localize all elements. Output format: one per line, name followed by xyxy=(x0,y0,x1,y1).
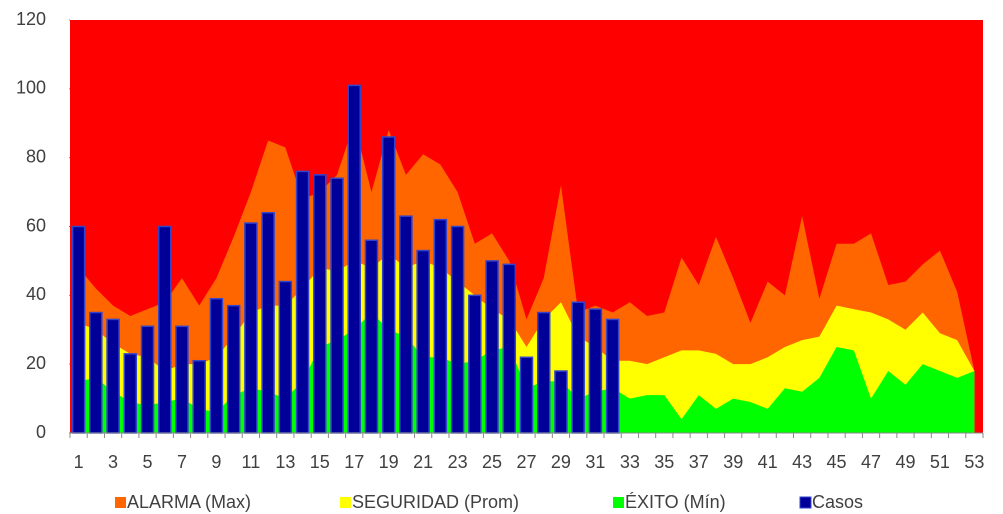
x-tick-label: 11 xyxy=(242,452,261,472)
bar xyxy=(157,225,172,434)
x-tick-label: 15 xyxy=(310,452,330,472)
bar xyxy=(175,325,189,434)
legend-label: SEGURIDAD (Prom) xyxy=(352,492,519,512)
bar xyxy=(347,84,361,434)
legend-label: ALARMA (Max) xyxy=(127,492,251,512)
bar xyxy=(605,318,620,434)
x-tick-label: 17 xyxy=(344,452,364,472)
x-tick-label: 1 xyxy=(74,452,84,472)
bar xyxy=(468,294,482,434)
bar xyxy=(313,174,327,434)
bar xyxy=(364,239,379,434)
x-tick-label: 39 xyxy=(723,452,743,472)
x-tick-label: 47 xyxy=(861,452,881,472)
legend-swatch xyxy=(340,497,351,508)
bar xyxy=(519,356,534,434)
x-tick-label: 5 xyxy=(143,452,153,472)
y-tick-label: 80 xyxy=(26,146,46,166)
bar xyxy=(106,318,120,434)
y-tick-label: 60 xyxy=(26,215,46,235)
x-tick-label: 27 xyxy=(516,452,536,472)
x-tick-label: 35 xyxy=(654,452,674,472)
bar xyxy=(71,225,86,434)
x-tick-label: 45 xyxy=(827,452,847,472)
bar xyxy=(330,177,344,434)
bar xyxy=(416,249,430,434)
bar xyxy=(485,260,499,434)
x-tick-label: 25 xyxy=(482,452,502,472)
x-tick-label: 29 xyxy=(551,452,571,472)
x-tick-label: 31 xyxy=(585,452,605,472)
x-tick-label: 51 xyxy=(930,452,950,472)
x-tick-label: 13 xyxy=(275,452,295,472)
x-tick-label: 9 xyxy=(211,452,221,472)
x-tick-label: 21 xyxy=(413,452,433,472)
bar xyxy=(89,311,103,434)
x-tick-label: 49 xyxy=(895,452,915,472)
bar xyxy=(244,222,258,434)
legend-label: ÉXITO (Mín) xyxy=(625,492,726,512)
y-tick-label: 100 xyxy=(16,78,46,98)
bar xyxy=(209,298,224,434)
x-tick-label: 37 xyxy=(689,452,709,472)
bar xyxy=(226,304,241,434)
legend-swatch xyxy=(613,497,624,508)
legend-swatch xyxy=(115,497,126,508)
bar xyxy=(123,353,138,434)
bar xyxy=(502,263,517,434)
legend-swatch xyxy=(799,496,812,509)
bar xyxy=(588,308,603,434)
y-tick-label: 40 xyxy=(26,284,46,304)
bar xyxy=(554,370,568,434)
bar xyxy=(399,215,413,434)
y-tick-label: 20 xyxy=(26,353,46,373)
bar xyxy=(278,280,293,434)
bar xyxy=(571,301,585,434)
x-tick-label: 53 xyxy=(964,452,984,472)
bar xyxy=(381,136,396,434)
x-tick-label: 19 xyxy=(379,452,399,472)
x-tick-label: 7 xyxy=(177,452,187,472)
x-tick-label: 43 xyxy=(792,452,812,472)
x-tick-label: 41 xyxy=(758,452,778,472)
x-tick-label: 3 xyxy=(108,452,118,472)
bar xyxy=(295,170,310,434)
y-tick-label: 0 xyxy=(36,422,46,442)
x-tick-label: 23 xyxy=(448,452,468,472)
bar xyxy=(261,211,275,434)
bar xyxy=(433,218,448,434)
legend-label: Casos xyxy=(812,492,863,512)
bar xyxy=(536,311,551,434)
bar xyxy=(192,359,206,434)
bar xyxy=(140,325,155,434)
x-tick-label: 33 xyxy=(620,452,640,472)
y-tick-label: 120 xyxy=(16,9,46,29)
bar xyxy=(450,225,465,434)
